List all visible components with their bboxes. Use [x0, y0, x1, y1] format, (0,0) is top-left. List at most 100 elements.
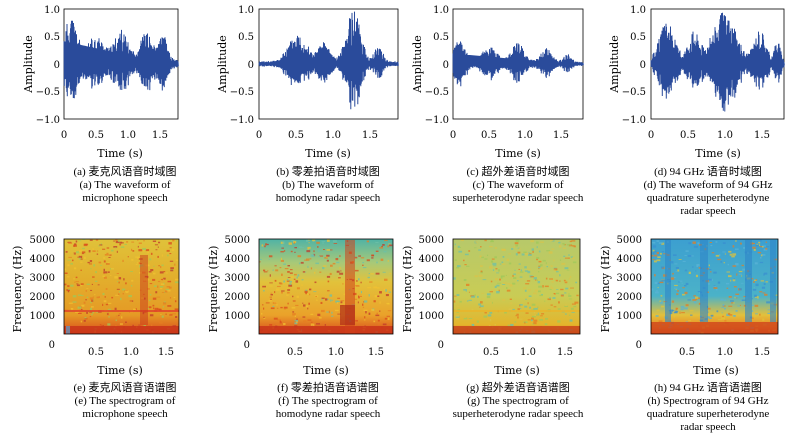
y-tick: −0.5 — [622, 87, 646, 98]
caption-b: (b) 零差拍语音时域图 (b) The waveform of homodyn… — [228, 166, 428, 205]
x-tick: 1.5 — [754, 130, 770, 141]
y-tick: 5000 — [225, 235, 250, 246]
x-tick: 1.0 — [120, 130, 136, 141]
x-tick: 0.5 — [679, 347, 695, 358]
y-tick: 0.5 — [630, 32, 646, 43]
x-axis-label: Time (s) — [305, 147, 351, 160]
y-tick: −0.5 — [36, 87, 60, 98]
y-tick: 0 — [438, 340, 444, 351]
x-tick: 0.5 — [481, 130, 497, 141]
caption-en: (e) The spectrogram of — [74, 395, 176, 407]
x-tick: 1.0 — [123, 347, 139, 358]
x-tick: 0.5 — [680, 130, 696, 141]
x-tick: 0.5 — [88, 347, 104, 358]
caption-en: homodyne radar speech — [275, 408, 381, 420]
y-tick: 1000 — [617, 311, 642, 322]
y-tick: 0 — [443, 60, 449, 71]
x-tick: 1.0 — [717, 130, 733, 141]
x-axis-label: Time (s) — [97, 364, 143, 377]
y-tick: 3000 — [225, 273, 250, 284]
x-axis-label: Time (s) — [97, 147, 143, 160]
spectrogram-panel-g: 5000 4000 3000 2000 1000 0 0.5 1.0 1.5 T… — [401, 235, 581, 377]
spectrogram-panel-e: 5000 4000 3000 2000 1000 0 0.5 1.0 1.5 T… — [11, 235, 180, 377]
caption-en: (d) The waveform of 94 GHz — [643, 179, 773, 191]
y-tick: −1.0 — [425, 115, 449, 126]
x-tick: 0.5 — [287, 347, 303, 358]
y-tick: 1000 — [225, 311, 250, 322]
y-axis-label: Frequency (Hz) — [207, 246, 220, 333]
x-tick: 1.5 — [362, 130, 378, 141]
x-axis-label: Time (s) — [693, 364, 739, 377]
x-tick: 1.5 — [557, 347, 573, 358]
caption-en: (g) The spectrogram of — [467, 395, 569, 407]
caption-en: quadrature superheterodyne — [646, 192, 770, 204]
y-tick: 5000 — [30, 235, 55, 246]
x-tick: 1.5 — [368, 347, 384, 358]
waveform-panel-b: 1.0 0.5 0 −0.5 −1.0 0 0.5 1.0 1.5 Time (… — [216, 5, 399, 160]
waveform-trace — [650, 12, 785, 112]
y-tick: 1000 — [30, 311, 55, 322]
waveform-trace — [63, 20, 179, 99]
x-tick: 0 — [61, 130, 67, 141]
x-tick: 1.0 — [328, 347, 344, 358]
y-tick: 1.0 — [238, 5, 254, 16]
caption-c: (c) 超外差语音时域图 (c) The waveform of superhe… — [418, 166, 618, 205]
caption-cn: (f) 零差拍语音语谱图 — [277, 382, 379, 394]
spectrogram-panel-f: 5000 4000 3000 2000 1000 0 0.5 1.0 1.5 T… — [207, 235, 394, 377]
y-tick: 0.5 — [433, 32, 449, 43]
caption-e: (e) 麦克风语音语谱图 (e) The spectrogram of micr… — [25, 382, 225, 421]
y-axis-label: Frequency (Hz) — [11, 246, 24, 333]
y-axis-label: Amplitude — [411, 35, 424, 94]
y-tick: 1.0 — [630, 5, 646, 16]
y-tick: 4000 — [419, 254, 444, 265]
caption-en: radar speech — [680, 205, 736, 217]
caption-cn: (h) 94 GHz 语音语谱图 — [654, 382, 762, 394]
caption-en: (b) The waveform of — [282, 179, 374, 191]
caption-en: quadrature superheterodyne — [646, 408, 770, 420]
waveform-trace — [258, 11, 399, 110]
caption-en: (c) The waveform of — [472, 179, 564, 191]
waveform-panel-c: 1.0 0.5 0 −0.5 −1.0 0 0.5 1.0 1.5 Time (… — [411, 5, 584, 160]
spectrogram-texture — [651, 239, 778, 335]
x-tick: 0 — [648, 130, 654, 141]
caption-en: (h) Spectrogram of 94 GHz — [647, 395, 769, 407]
y-axis-label: Frequency (Hz) — [599, 246, 612, 333]
y-tick: 3000 — [617, 273, 642, 284]
x-tick: 0 — [256, 130, 262, 141]
caption-en: superheterodyne radar speech — [452, 408, 584, 420]
y-tick: 5000 — [419, 235, 444, 246]
x-tick: 1.0 — [520, 347, 536, 358]
x-tick: 1.5 — [553, 130, 569, 141]
y-tick: −1.0 — [36, 115, 60, 126]
x-tick: 1.5 — [158, 347, 174, 358]
y-tick: 3000 — [30, 273, 55, 284]
caption-en: (f) The spectrogram of — [278, 395, 378, 407]
y-tick: 4000 — [617, 254, 642, 265]
spectrogram-texture — [64, 239, 179, 334]
y-tick: 1.0 — [44, 5, 60, 16]
caption-cn: (a) 麦克风语音时域图 — [73, 166, 177, 178]
spectrogram-texture — [453, 239, 580, 334]
y-axis-label: Frequency (Hz) — [401, 246, 414, 333]
y-tick: −0.5 — [230, 87, 254, 98]
y-tick: 0 — [54, 60, 60, 71]
y-tick: 2000 — [30, 292, 55, 303]
y-tick: −1.0 — [230, 115, 254, 126]
y-tick: 0 — [248, 60, 254, 71]
caption-f: (f) 零差拍语音语谱图 (f) The spectrogram of homo… — [228, 382, 428, 421]
x-axis-label: Time (s) — [495, 147, 541, 160]
x-tick: 0.5 — [88, 130, 104, 141]
y-tick: 0 — [244, 340, 250, 351]
y-axis-label: Amplitude — [22, 35, 35, 94]
x-axis-label: Time (s) — [494, 364, 540, 377]
caption-cn: (g) 超外差语音语谱图 — [466, 382, 570, 394]
x-axis-label: Time (s) — [303, 364, 349, 377]
y-tick: 4000 — [225, 254, 250, 265]
y-tick: −1.0 — [622, 115, 646, 126]
y-axis-label: Amplitude — [608, 35, 621, 94]
y-tick: 5000 — [617, 235, 642, 246]
caption-d: (d) 94 GHz 语音时域图 (d) The waveform of 94 … — [608, 166, 803, 218]
caption-h: (h) 94 GHz 语音语谱图 (h) Spectrogram of 94 G… — [608, 382, 803, 434]
x-tick: 0 — [450, 130, 456, 141]
